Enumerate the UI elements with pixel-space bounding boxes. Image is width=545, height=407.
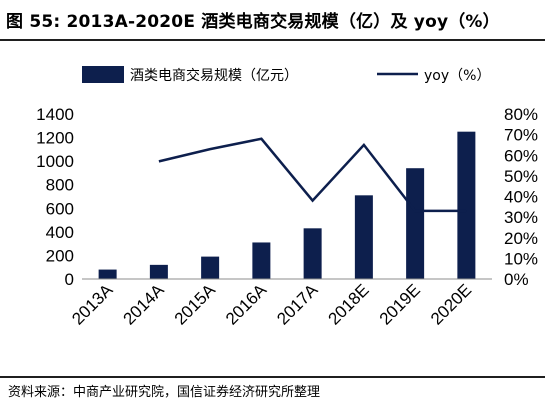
x-axis-tick-label: 2018E [324,280,372,328]
bar [406,168,425,279]
right-axis: 0% 10%20% 30%40% 50% 60%70% 80% [504,105,538,289]
x-axis-tick-label: 2016A [222,280,271,329]
bar [201,256,220,279]
legend-bar-label: 酒类电商交易规模（亿元） [130,67,298,84]
footer-divider [0,376,545,378]
x-axis-tick-label: 2020E [427,280,475,328]
right-axis-tick-label: 70% [504,126,538,145]
title-divider [0,39,545,41]
bar [149,264,168,279]
legend: 酒类电商交易规模（亿元） yoy（%） [82,66,490,84]
right-axis-tick-label: 50% [504,167,538,186]
left-axis-tick-label: 1400 [36,105,74,124]
bar [354,195,373,279]
x-axis-tick-label: 2019E [376,280,424,328]
bar [303,228,322,279]
x-axis-tick-label: 2017A [273,280,322,329]
yoy-line [158,137,467,213]
legend-line-label: yoy（%） [424,68,490,84]
right-axis-tick-label: 10% [504,249,538,268]
left-axis-tick-label: 200 [46,246,74,265]
bar-series [82,131,492,280]
left-axis: 0 200 400 600 800 1000 1200 1400 [36,105,74,289]
x-axis-tick-label: 2013A [68,280,117,329]
source-note: 资料来源：中商产业研究院，国信证券经济研究所整理 [8,385,321,400]
right-axis-tick-label: 30% [504,208,538,227]
x-axis-tick-label: 2015A [171,280,220,329]
left-axis-tick-label: 400 [46,223,74,242]
right-axis-tick-label: 20% [504,229,538,248]
right-axis-tick-label: 40% [504,188,538,207]
left-axis-tick-label: 0 [65,270,74,289]
bar [457,131,476,279]
left-axis-tick-label: 1000 [36,152,74,171]
right-axis-tick-label: 80% [504,105,538,124]
chart-area: 酒类电商交易规模（亿元） yoy（%） 0 200 400 600 800 1000 120… [36,66,538,329]
bar [252,242,271,279]
right-axis-tick-label: 60% [504,146,538,165]
figure-title: 图 55: 2013A-2020E 酒类电商交易规模（亿）及 yoy（%） [6,12,500,32]
bar [98,269,117,279]
x-axis-tick-label: 2014A [119,280,168,329]
left-axis-tick-label: 800 [46,176,74,195]
left-axis-tick-label: 600 [46,199,74,218]
legend-bar-swatch [82,66,124,83]
yoy-line-series [158,137,467,213]
left-axis-tick-label: 1200 [36,129,74,148]
right-axis-tick-label: 0% [504,270,529,289]
x-axis-labels: 2013A 2014A 2015A 2016A 2017A 2018E 2019E 2020E [68,280,475,329]
